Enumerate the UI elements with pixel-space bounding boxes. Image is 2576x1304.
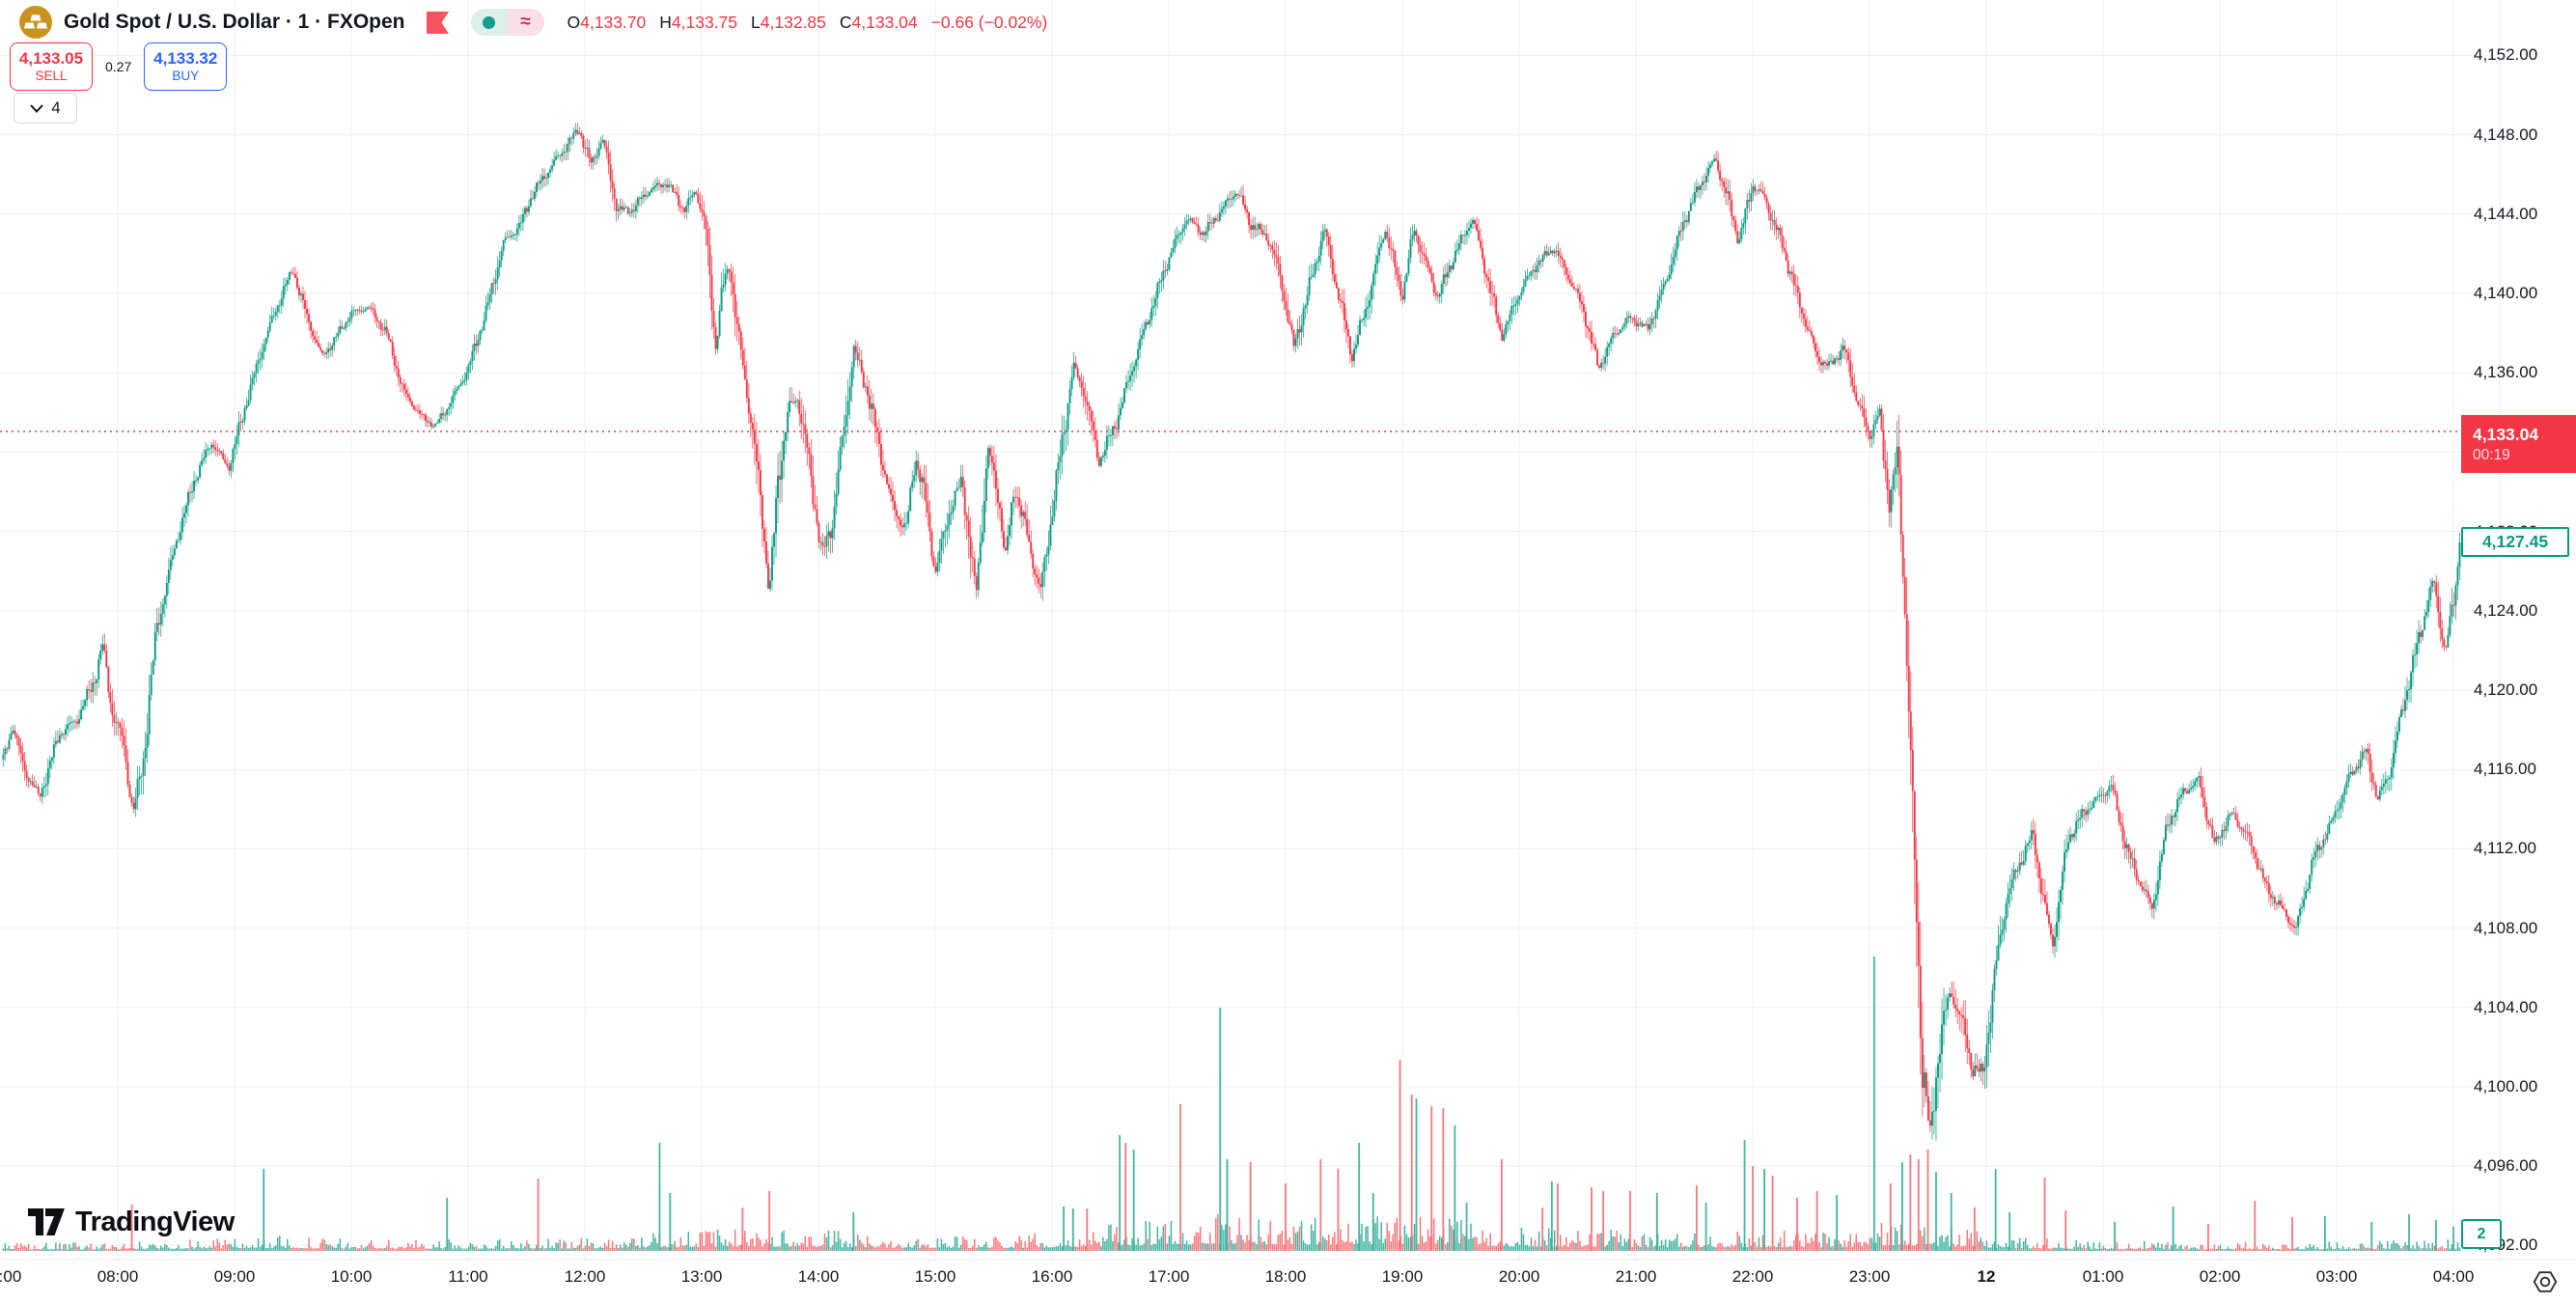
price-tick-label: 4,116.00	[2474, 760, 2536, 779]
gear-icon	[2533, 1271, 2558, 1292]
time-tick-label: 10:00	[330, 1267, 373, 1286]
price-tick-label: 4,112.00	[2474, 839, 2536, 858]
time-tick-label: 22:00	[1731, 1267, 1774, 1286]
time-tick-label: 23:00	[1848, 1267, 1891, 1286]
time-tick-label: 18:00	[1264, 1267, 1307, 1286]
time-tick-label: 12:00	[564, 1267, 606, 1286]
time-tick-label: 16:00	[1031, 1267, 1073, 1286]
gridlines	[0, 0, 2576, 1261]
time-tick-label: 04:00	[2432, 1267, 2475, 1286]
symbol-title[interactable]: Gold Spot / U.S. Dollar · 1 · FXOpen	[64, 11, 405, 33]
volume-bars	[2, 957, 2461, 1251]
ohlc-change: −0.66 (−0.02%)	[930, 12, 1048, 32]
chevron-down-icon	[30, 103, 44, 113]
legend-collapse-count: 4	[51, 98, 61, 117]
price-tick-label: 4,144.00	[2474, 204, 2538, 223]
bar-countdown: 00:19	[2473, 446, 2510, 463]
price-tick-label: 4,152.00	[2474, 45, 2538, 65]
price-tick-label: 4,140.00	[2474, 284, 2538, 302]
market-status-pill[interactable]: ≈	[470, 9, 544, 36]
time-tick-label: 08:00	[97, 1267, 139, 1286]
last-price-label[interactable]: 4,133.04 00:19	[2461, 415, 2576, 474]
price-tick-label: 4,104.00	[2474, 997, 2538, 1016]
time-tick-label: 12	[1977, 1267, 1996, 1286]
delayed-data-icon: ≈	[507, 9, 544, 36]
last-trade-price-value: 4,127.45	[2481, 532, 2549, 552]
time-axis[interactable]: 07:00 08:00 09:00 10:00 11:00 12:00 13:00 14:00…	[0, 1260, 2477, 1304]
sell-button[interactable]: 4,133.05 SELL	[10, 42, 93, 91]
ohlc-open: O4,133.70	[567, 12, 647, 32]
buy-label: BUY	[172, 69, 200, 84]
time-tick-label: 20:00	[1498, 1267, 1540, 1286]
gold-symbol-icon[interactable]	[19, 6, 52, 39]
sell-price: 4,133.05	[18, 49, 84, 69]
time-tick-label: 11:00	[448, 1267, 488, 1286]
time-tick-label: 14:00	[797, 1267, 840, 1286]
flag-icon[interactable]	[426, 11, 450, 34]
symbol-header: Gold Spot / U.S. Dollar · 1 · FXOpen ≈ O…	[19, 6, 1047, 39]
ohlc-low: L4,132.85	[751, 12, 826, 32]
price-tick-label: 4,124.00	[2474, 600, 2538, 620]
time-tick-label: 03:00	[2315, 1267, 2358, 1286]
time-tick-label: 15:00	[914, 1267, 956, 1286]
buy-price: 4,133.32	[153, 49, 218, 69]
time-tick-label: 07:00	[0, 1267, 22, 1286]
ohlc-close: C4,133.04	[839, 12, 918, 32]
ohlc-high: H4,133.75	[659, 12, 738, 32]
sell-label: SELL	[35, 69, 68, 84]
time-tick-label: 17:00	[1148, 1267, 1190, 1286]
tradingview-logo-icon	[28, 1208, 65, 1235]
candles	[2, 123, 2461, 1141]
price-tick-label: 4,100.00	[2474, 1077, 2538, 1096]
price-tick-label: 4,120.00	[2474, 680, 2538, 699]
time-tick-label: 21:00	[1615, 1267, 1657, 1286]
buy-button[interactable]: 4,133.32 BUY	[144, 42, 228, 91]
time-tick-label: 13:00	[680, 1267, 723, 1286]
price-tick-label: 4,136.00	[2474, 363, 2538, 382]
spread-value: 0.27	[105, 59, 132, 74]
last-trade-price-label[interactable]: 4,127.45	[2461, 527, 2569, 558]
time-tick-label: 09:00	[213, 1267, 256, 1286]
ohlc-legend: O4,133.70 H4,133.75 L4,132.85 C4,133.04 …	[568, 13, 1048, 33]
volume-axis-badge[interactable]: 2	[2461, 1219, 2502, 1249]
time-tick-label: 19:00	[1381, 1267, 1424, 1286]
tradingview-brand-text: TradingView	[75, 1206, 235, 1237]
tradingview-watermark[interactable]: TradingView	[27, 1205, 235, 1239]
market-open-dot-icon	[470, 9, 508, 36]
legend-collapse-button[interactable]: 4	[14, 93, 77, 124]
price-tick-label: 4,096.00	[2474, 1156, 2538, 1176]
time-tick-label: 01:00	[2082, 1267, 2124, 1286]
trade-panel: 4,133.05 SELL 0.27 4,133.32 BUY	[10, 42, 228, 91]
volume-axis-value: 2	[2477, 1225, 2486, 1242]
time-axis-settings-button[interactable]	[2529, 1265, 2562, 1298]
price-tick-label: 4,148.00	[2474, 125, 2538, 144]
time-tick-label: 02:00	[2199, 1267, 2241, 1286]
price-tick-label: 4,108.00	[2474, 918, 2538, 937]
last-price-value: 4,133.04	[2473, 424, 2539, 444]
